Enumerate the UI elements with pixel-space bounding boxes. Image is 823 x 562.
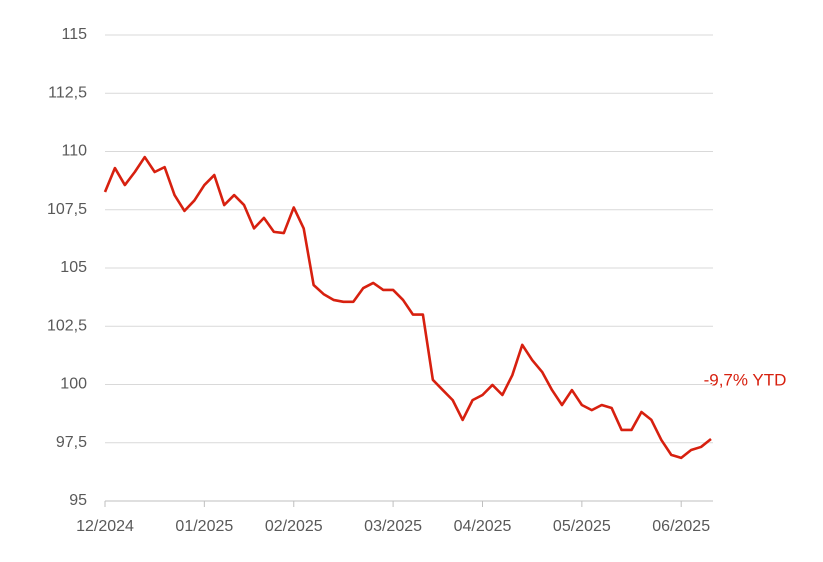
y-tick-label: 112,5 [48,84,87,101]
y-tick-label: 100 [60,376,87,393]
y-tick-label: 115 [61,26,87,43]
x-tick-label: 04/2025 [454,518,512,535]
y-tick-label: 97,5 [56,434,87,451]
x-tick-label: 02/2025 [265,518,323,535]
y-tick-label: 107,5 [47,201,87,218]
x-tick-label: 01/2025 [175,518,233,535]
y-tick-label: 102,5 [47,317,87,334]
data-line [103,155,712,460]
x-tick-label: 06/2025 [652,518,710,535]
annotation: -9,7% YTD [704,370,787,389]
x-tick-label: 03/2025 [364,518,422,535]
y-tick-label: 95 [69,492,87,509]
y-tick-label: 110 [61,143,87,160]
x-tick-label: 12/2024 [76,518,134,535]
x-tick-label: 05/2025 [553,518,611,535]
y-tick-label: 105 [60,259,87,276]
